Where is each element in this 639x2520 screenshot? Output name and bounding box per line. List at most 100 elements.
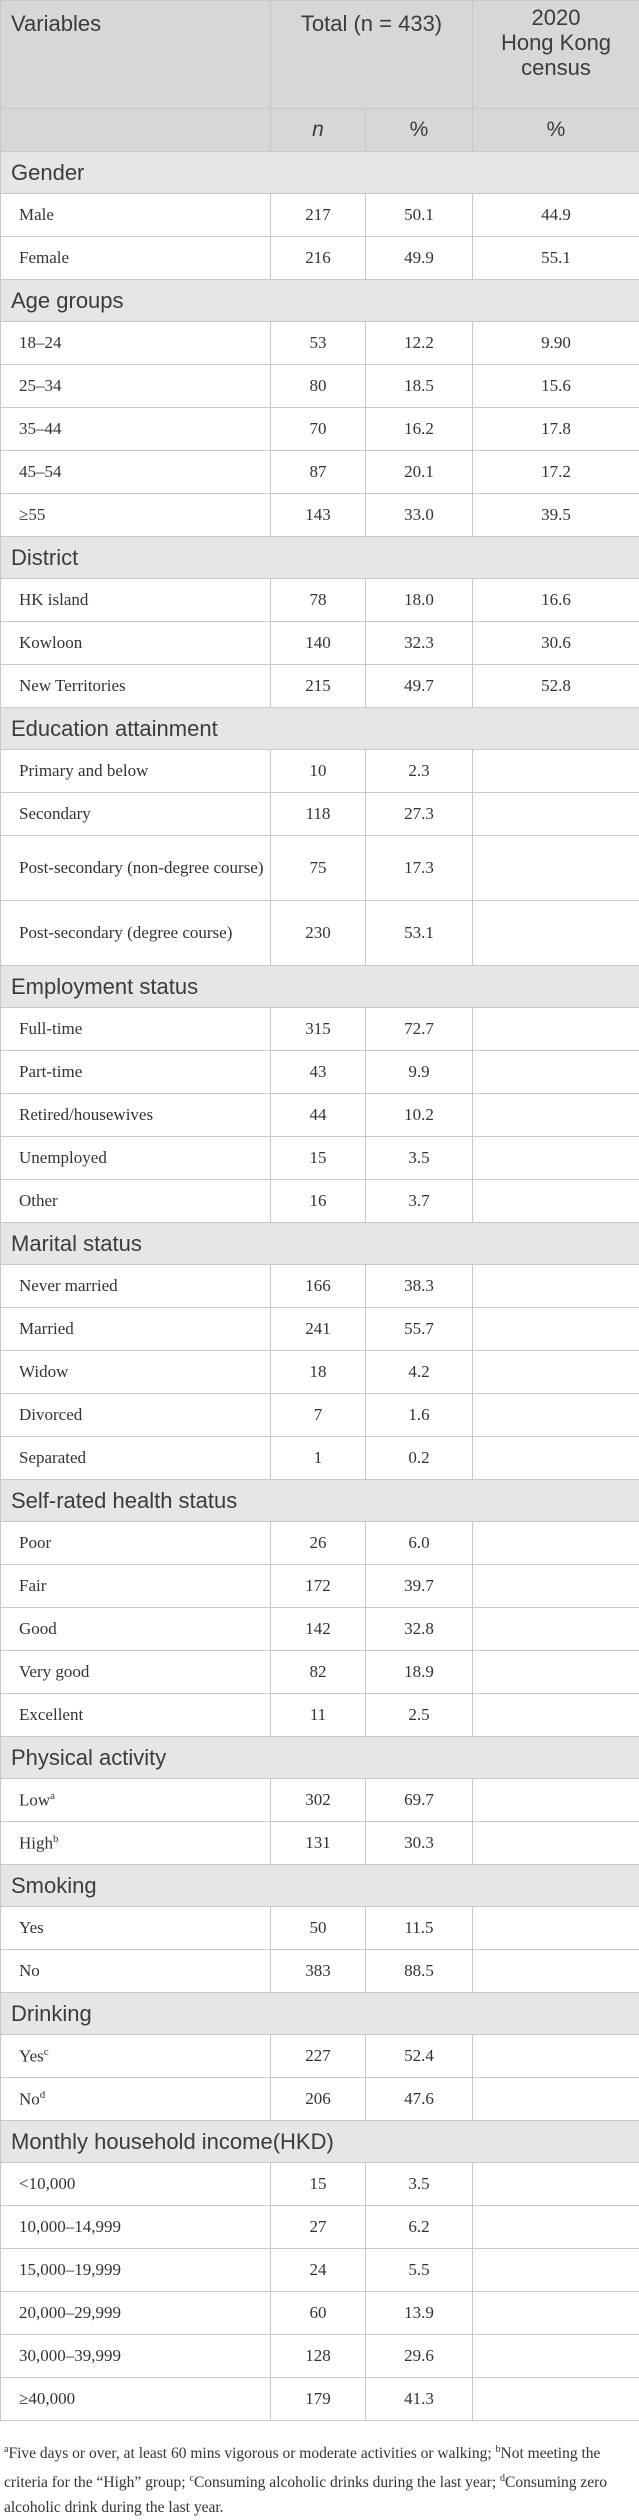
census-percent-cell: 16.6 bbox=[473, 579, 639, 622]
section-row: Marital status bbox=[1, 1223, 639, 1265]
percent-cell: 49.7 bbox=[366, 665, 473, 708]
census-percent-cell bbox=[473, 1265, 639, 1308]
section-title: Drinking bbox=[1, 1993, 639, 2035]
row-label: ≥40,000 bbox=[1, 2378, 271, 2421]
row-label-text: 10,000–14,999 bbox=[19, 2217, 121, 2236]
row-label: Good bbox=[1, 1608, 271, 1651]
row-label-text: 18–24 bbox=[19, 333, 62, 352]
section-title: Monthly household income(HKD) bbox=[1, 2121, 639, 2163]
row-label-text: Part-time bbox=[19, 1062, 82, 1081]
census-percent-cell bbox=[473, 2378, 639, 2421]
count-cell: 78 bbox=[271, 579, 366, 622]
census-percent-cell bbox=[473, 1008, 639, 1051]
row-label-text: No bbox=[19, 1961, 40, 1980]
row-label: No bbox=[1, 1950, 271, 1993]
row-label-text: Retired/housewives bbox=[19, 1105, 153, 1124]
percent-cell: 29.6 bbox=[366, 2335, 473, 2378]
total-header: Total (n = 433) bbox=[271, 1, 473, 109]
percent-cell: 88.5 bbox=[366, 1950, 473, 1993]
count-cell: 70 bbox=[271, 408, 366, 451]
percent-cell: 32.8 bbox=[366, 1608, 473, 1651]
footnote-marker: d bbox=[40, 2089, 46, 2101]
section-row: Drinking bbox=[1, 1993, 639, 2035]
count-cell: 227 bbox=[271, 2035, 366, 2078]
count-cell: 215 bbox=[271, 665, 366, 708]
row-label-text: 25–34 bbox=[19, 376, 62, 395]
census-percent-cell bbox=[473, 1051, 639, 1094]
row-label-text: Very good bbox=[19, 1662, 89, 1681]
row-label: Highb bbox=[1, 1822, 271, 1865]
count-cell: 27 bbox=[271, 2206, 366, 2249]
census-percent-cell bbox=[473, 1522, 639, 1565]
count-cell: 10 bbox=[271, 750, 366, 793]
row-label-text: Fair bbox=[19, 1576, 46, 1595]
row-label-text: Low bbox=[19, 1790, 50, 1809]
n-subheader-text: n bbox=[312, 118, 324, 141]
variables-header: Variables bbox=[1, 1, 271, 109]
census-percent-cell bbox=[473, 1437, 639, 1480]
census-percent-cell: 15.6 bbox=[473, 365, 639, 408]
row-label: ≥55 bbox=[1, 494, 271, 537]
percent-cell: 9.9 bbox=[366, 1051, 473, 1094]
row-label: Fair bbox=[1, 1565, 271, 1608]
census-percent-cell bbox=[473, 1308, 639, 1351]
row-label: Yes bbox=[1, 1907, 271, 1950]
percent-cell: 39.7 bbox=[366, 1565, 473, 1608]
count-cell: 82 bbox=[271, 1651, 366, 1694]
percent-cell: 49.9 bbox=[366, 237, 473, 280]
row-label: 10,000–14,999 bbox=[1, 2206, 271, 2249]
percent-cell: 20.1 bbox=[366, 451, 473, 494]
percent-cell: 18.9 bbox=[366, 1651, 473, 1694]
count-cell: 216 bbox=[271, 237, 366, 280]
count-cell: 7 bbox=[271, 1394, 366, 1437]
percent-cell: 13.9 bbox=[366, 2292, 473, 2335]
count-cell: 315 bbox=[271, 1008, 366, 1051]
section-row: Education attainment bbox=[1, 708, 639, 750]
percent-cell: 6.2 bbox=[366, 2206, 473, 2249]
census-percent-cell: 30.6 bbox=[473, 622, 639, 665]
census-header-line3: census bbox=[473, 55, 639, 80]
census-percent-cell bbox=[473, 2163, 639, 2206]
census-percent-cell bbox=[473, 2078, 639, 2121]
percent-cell: 6.0 bbox=[366, 1522, 473, 1565]
row-label: Very good bbox=[1, 1651, 271, 1694]
row-label-text: Other bbox=[19, 1191, 58, 1210]
count-cell: 43 bbox=[271, 1051, 366, 1094]
row-label-text: Separated bbox=[19, 1448, 86, 1467]
row-label: Secondary bbox=[1, 793, 271, 836]
row-label: Yesc bbox=[1, 2035, 271, 2078]
row-label: Separated bbox=[1, 1437, 271, 1480]
section-row: Self-rated health status bbox=[1, 1480, 639, 1522]
count-cell: 241 bbox=[271, 1308, 366, 1351]
row-label: 30,000–39,999 bbox=[1, 2335, 271, 2378]
count-cell: 383 bbox=[271, 1950, 366, 1993]
percent-cell: 72.7 bbox=[366, 1008, 473, 1051]
count-cell: 217 bbox=[271, 194, 366, 237]
footnote-marker: b bbox=[53, 1833, 59, 1845]
row-label-text: HK island bbox=[19, 590, 88, 609]
census-header: 2020 Hong Kong census bbox=[473, 1, 639, 109]
section-title: Physical activity bbox=[1, 1737, 639, 1779]
percent-cell: 18.5 bbox=[366, 365, 473, 408]
percent-cell: 17.3 bbox=[366, 836, 473, 901]
census-percent-cell: 55.1 bbox=[473, 237, 639, 280]
census-percent-cell bbox=[473, 1779, 639, 1822]
census-pct-subheader: % bbox=[473, 109, 639, 152]
census-percent-cell bbox=[473, 2035, 639, 2078]
row-label: 25–34 bbox=[1, 365, 271, 408]
